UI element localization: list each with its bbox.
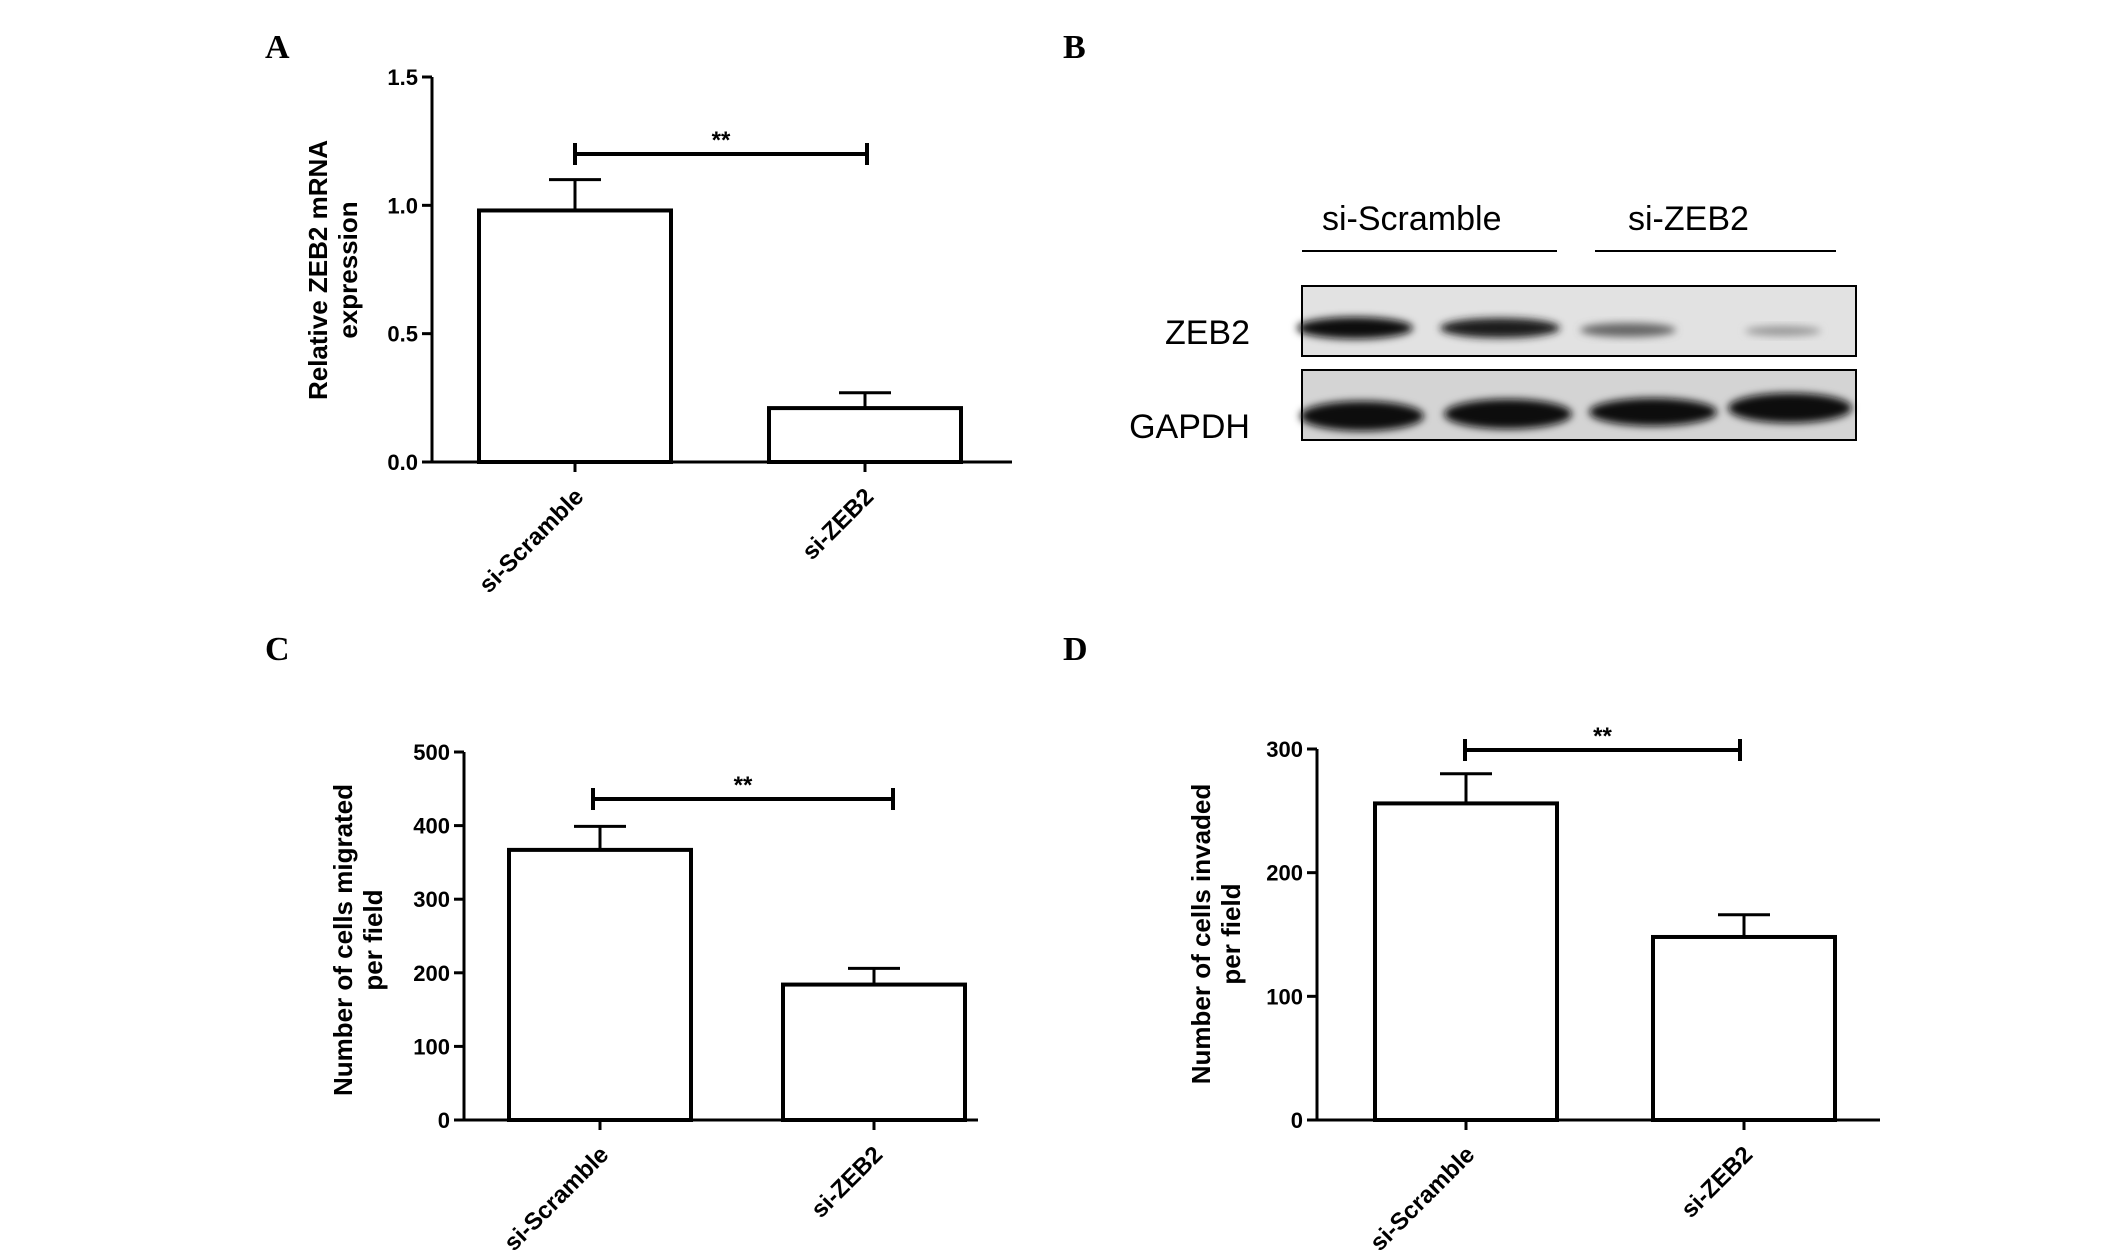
chart-d: 0 100 200 300 Number of cells invadedper fie… bbox=[1186, 723, 1880, 1256]
bar-a-0 bbox=[477, 208, 673, 464]
significance-label-a: ** bbox=[712, 127, 731, 154]
category-label-d-1: si-ZEB2 bbox=[1676, 1141, 1758, 1223]
y-tick-label-a-1: 0.5 bbox=[387, 322, 418, 347]
y-tick-label-c-1: 100 bbox=[413, 1034, 450, 1059]
chart-c: 0 100 200 300 400 500 Number of cells migrated… bbox=[328, 740, 978, 1256]
y-axis-label-d: Number of cells invadedper field bbox=[1186, 784, 1246, 1085]
y-axis-label-a: Relative ZEB2 mRNAexpression bbox=[303, 140, 363, 400]
y-tick-label-c-0: 0 bbox=[438, 1108, 450, 1133]
y-axis-label-c: Number of cells migratedper field bbox=[328, 784, 388, 1096]
chart-a: 0.0 0.5 1.0 1.5 Relative ZEB2 mRNAexpression… bbox=[303, 65, 1012, 598]
category-label-d-0: si-Scramble bbox=[1365, 1141, 1480, 1256]
y-axis-label-line-a-1: expression bbox=[333, 201, 363, 338]
blot-row-label-zeb2: ZEB2 bbox=[1165, 314, 1250, 352]
y-tick-label-a-3: 1.5 bbox=[387, 65, 418, 90]
blot-band-zeb2-lane4 bbox=[1745, 326, 1821, 336]
western-blot: si-Scramble si-ZEB2 ZEB2 GAPDH bbox=[1129, 200, 1857, 446]
blot-band-gapdh-lane3 bbox=[1589, 398, 1717, 426]
blot-strip-gapdh bbox=[1300, 369, 1857, 441]
y-tick-label-a-0: 0.0 bbox=[387, 450, 418, 475]
y-axis-label-line-d-0: Number of cells invaded bbox=[1186, 784, 1216, 1085]
panel-letter-a: A bbox=[265, 29, 290, 66]
blot-group-label-si-zeb2: si-ZEB2 bbox=[1628, 200, 1749, 238]
y-axis-label-line-c-0: Number of cells migrated bbox=[328, 784, 358, 1096]
bar-c-0 bbox=[507, 847, 693, 1122]
y-tick-label-c-4: 400 bbox=[413, 814, 450, 839]
panel-letter-d: D bbox=[1063, 631, 1088, 668]
y-tick-label-d-3: 300 bbox=[1266, 737, 1303, 762]
category-label-a-0: si-Scramble bbox=[474, 483, 589, 598]
category-label-a-1: si-ZEB2 bbox=[797, 483, 879, 565]
y-tick-label-d-1: 100 bbox=[1266, 984, 1303, 1009]
significance-label-c: ** bbox=[734, 772, 753, 799]
category-label-c-1: si-ZEB2 bbox=[806, 1141, 888, 1223]
blot-row-label-gapdh: GAPDH bbox=[1129, 408, 1250, 446]
y-axis-label-line-c-1: per field bbox=[358, 889, 388, 990]
y-tick-label-c-3: 300 bbox=[413, 887, 450, 912]
bar-d-1 bbox=[1651, 934, 1837, 1122]
category-label-c-0: si-Scramble bbox=[499, 1141, 614, 1256]
bar-d-0 bbox=[1373, 801, 1559, 1122]
y-tick-label-d-0: 0 bbox=[1291, 1108, 1303, 1133]
blot-strip-zeb2 bbox=[1297, 285, 1857, 357]
panel-letter-b: B bbox=[1063, 29, 1086, 66]
blot-band-gapdh-lane4 bbox=[1728, 393, 1852, 423]
blot-band-gapdh-lane2 bbox=[1444, 399, 1572, 429]
y-tick-label-d-2: 200 bbox=[1266, 861, 1303, 886]
blot-group-label-si-scramble: si-Scramble bbox=[1322, 200, 1501, 238]
blot-band-zeb2-lane2 bbox=[1440, 318, 1560, 338]
y-tick-label-c-2: 200 bbox=[413, 961, 450, 986]
y-tick-label-c-5: 500 bbox=[413, 740, 450, 765]
y-tick-label-a-2: 1.0 bbox=[387, 193, 418, 218]
bar-c-1 bbox=[781, 982, 967, 1122]
blot-band-zeb2-lane3 bbox=[1580, 323, 1676, 337]
panel-letter-c: C bbox=[265, 631, 290, 668]
y-axis-label-line-d-1: per field bbox=[1216, 883, 1246, 984]
blot-band-gapdh-lane1 bbox=[1300, 401, 1424, 431]
y-axis-label-line-a-0: Relative ZEB2 mRNA bbox=[303, 140, 333, 400]
significance-label-d: ** bbox=[1593, 723, 1612, 750]
bar-a-1 bbox=[767, 406, 963, 465]
blot-band-zeb2-lane1 bbox=[1297, 317, 1413, 339]
